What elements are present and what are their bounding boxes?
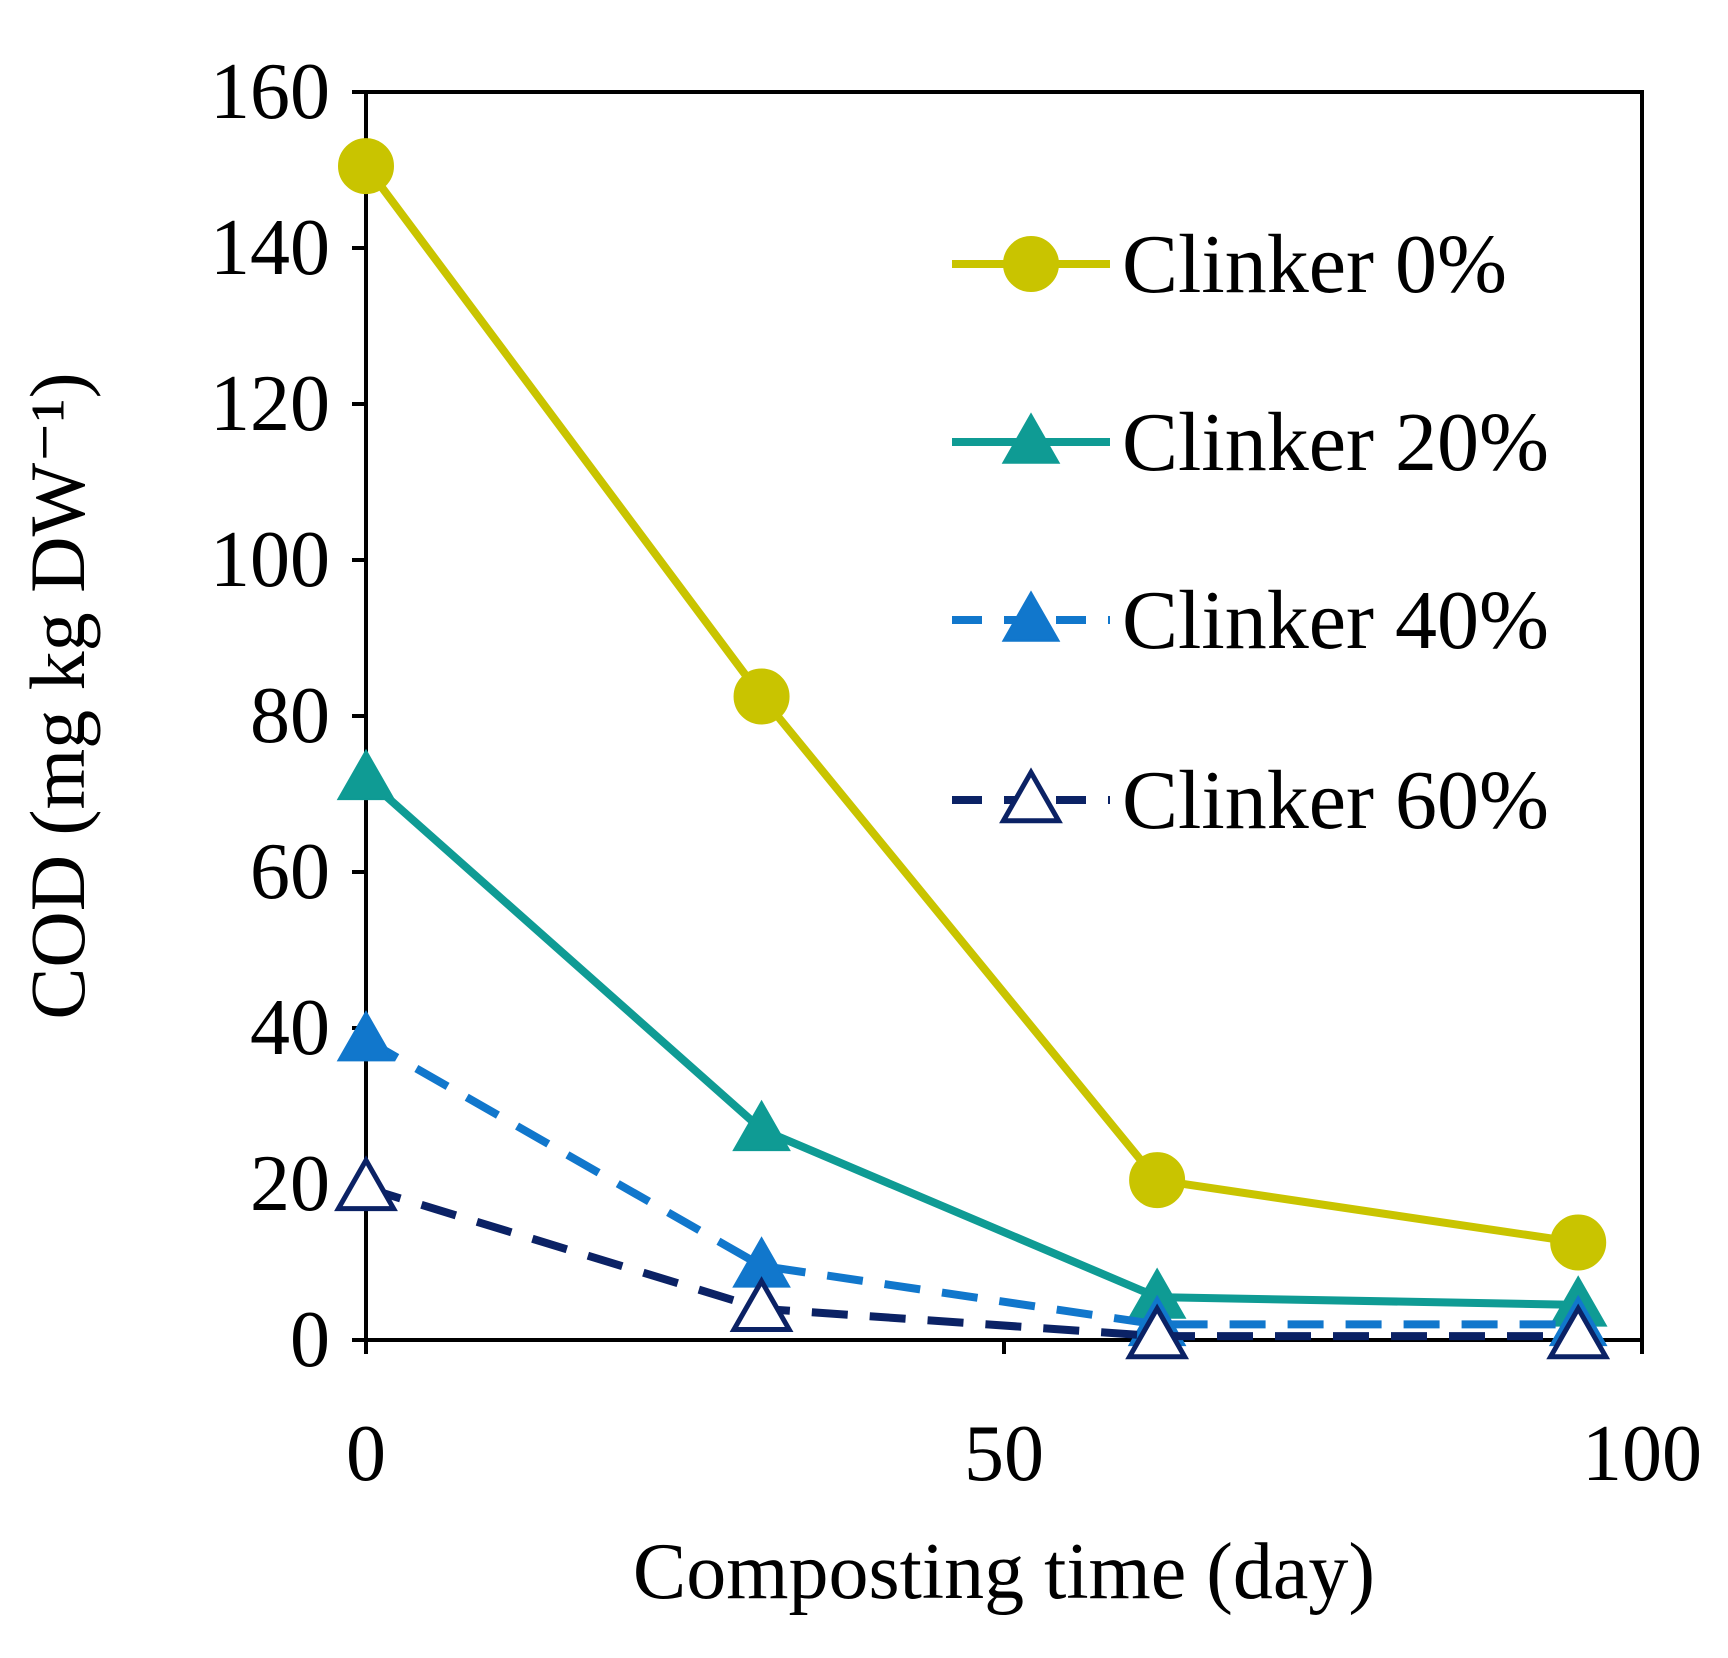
x-tick-label-100: 100 xyxy=(1582,1410,1702,1498)
x-axis-title: Composting time (day) xyxy=(633,1528,1375,1616)
legend-label-clinker-20: Clinker 20% xyxy=(1122,396,1549,489)
series-line-clinker-20 xyxy=(363,775,1579,1309)
data-point-clinker-60-62 xyxy=(1125,1303,1190,1360)
data-point-clinker-20-0 xyxy=(336,748,396,801)
data-point-clinker-60-95 xyxy=(1546,1303,1611,1360)
y-tick-label-100: 100 xyxy=(210,516,330,604)
legend-label-clinker-40: Clinker 40% xyxy=(1122,574,1549,667)
data-point-clinker-0-62 xyxy=(1129,1152,1186,1209)
data-point-clinker-60-0 xyxy=(334,1155,398,1212)
legend: Clinker 0% Clinker 20% Clinker 40% Clinker … xyxy=(952,218,1549,847)
legend-marker-clinker-20 xyxy=(1001,412,1061,464)
y-axis-title: COD (mg kg DW⁻¹) xyxy=(14,372,101,1019)
y-tick-label-120: 120 xyxy=(210,360,330,448)
data-point-clinker-0-0 xyxy=(338,138,394,195)
series-line-clinker-0 xyxy=(362,163,1579,1247)
data-point-clinker-40-0 xyxy=(336,1010,396,1062)
y-tick-label-20: 20 xyxy=(250,1140,330,1228)
legend-marker-clinker-0 xyxy=(1003,236,1059,292)
y-tick-label-140: 140 xyxy=(210,204,330,292)
legend-label-clinker-0: Clinker 0% xyxy=(1122,218,1507,311)
series-clinker-60 xyxy=(334,1155,1611,1360)
data-point-clinker-20-31 xyxy=(732,1099,791,1152)
y-tick-label-60: 60 xyxy=(250,828,330,916)
y-tick-label-160: 160 xyxy=(210,48,330,136)
axes-group: 0 20 40 60 80 100 120 140 160 0 50 100 xyxy=(210,48,1702,1498)
series-line-clinker-40 xyxy=(364,1036,1579,1329)
data-point-clinker-0-95 xyxy=(1550,1214,1607,1271)
y-tick-label-80: 80 xyxy=(250,672,330,760)
data-point-clinker-0-31 xyxy=(733,668,790,725)
legend-marker-clinker-40 xyxy=(1001,590,1061,642)
y-tick-label-0: 0 xyxy=(290,1296,330,1384)
legend-marker-clinker-60 xyxy=(999,767,1063,824)
y-tick-label-40: 40 xyxy=(250,984,330,1072)
series-clinker-0 xyxy=(338,138,1607,1271)
series-group xyxy=(334,138,1611,1360)
legend-label-clinker-60: Clinker 60% xyxy=(1122,754,1549,847)
x-tick-label-50: 50 xyxy=(964,1410,1044,1498)
data-point-clinker-60-31 xyxy=(729,1276,794,1332)
x-tick-label-0: 0 xyxy=(346,1410,386,1498)
series-line-clinker-60 xyxy=(364,1184,1579,1341)
